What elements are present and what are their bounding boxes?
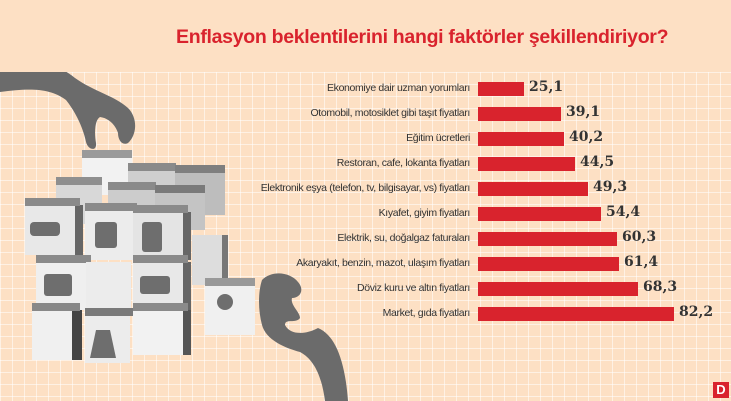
bar-value: 60,3 — [622, 229, 657, 245]
money-bag-dollar-icon — [90, 330, 116, 358]
hands-and-cube-illustration — [0, 58, 348, 401]
fuel-pump-icon — [142, 222, 162, 252]
bar-value: 82,2 — [679, 304, 714, 320]
bar-value: 54,4 — [606, 204, 641, 220]
bar-row: Kıyafet, giyim fiyatları 54,4 — [0, 203, 731, 228]
bar-label: Kıyafet, giyim fiyatları — [378, 207, 471, 219]
clothing-tag-icon — [44, 274, 72, 296]
bar-row: Market, gıda fiyatları 82,2 — [0, 303, 731, 328]
bar-label: Ekonomiye dair uzman yorumları — [327, 82, 470, 94]
bar — [478, 207, 601, 221]
bar-value: 68,3 — [643, 279, 678, 295]
bar-value: 49,3 — [593, 179, 628, 195]
title-band — [0, 0, 731, 72]
brand-logo: D — [713, 382, 729, 398]
bar — [478, 232, 617, 246]
bar-row: Döviz kuru ve altın fiyatları 68,3 — [0, 278, 731, 303]
bar-row: Elektronik eşya (telefon, tv, bilgisayar… — [0, 178, 731, 203]
bar-row: Eğitim ücretleri 40,2 — [0, 128, 731, 153]
bar-label: Restoran, cafe, lokanta fiyatları — [336, 157, 471, 169]
bar — [478, 107, 561, 121]
bar-value: 61,4 — [624, 254, 659, 270]
bar — [478, 182, 588, 196]
bar — [478, 157, 575, 171]
shopping-bag-icon — [95, 222, 117, 248]
bar-label: Elektronik eşya (telefon, tv, bilgisayar… — [260, 182, 471, 194]
bar-row: Otomobil, motosiklet gibi taşıt fiyatlar… — [0, 103, 731, 128]
bar-value: 25,1 — [529, 79, 564, 95]
bar-row: Restoran, cafe, lokanta fiyatları 44,5 — [0, 153, 731, 178]
bar-label: Otomobil, motosiklet gibi taşıt fiyatlar… — [310, 107, 470, 119]
bar-label: Market, gıda fiyatları — [382, 307, 471, 319]
chart-title: Enflasyon beklentilerini hangi faktörler… — [176, 26, 669, 48]
bar — [478, 82, 524, 96]
bar — [478, 132, 564, 146]
bar-label: Eğitim ücretleri — [406, 132, 470, 144]
bar-value: 44,5 — [580, 154, 615, 170]
bar-row: Ekonomiye dair uzman yorumları 25,1 — [0, 78, 731, 103]
bottom-hand-icon — [259, 273, 348, 401]
bar-value: 40,2 — [569, 129, 604, 145]
cube-icons — [30, 222, 233, 358]
speech-bubble-people-icon — [217, 294, 233, 310]
bar-label: Akaryakıt, benzin, mazot, ulaşım fiyatla… — [296, 257, 470, 269]
bar — [478, 282, 638, 296]
car-price-tag-icon — [30, 222, 60, 236]
graduation-cap-icon — [140, 276, 170, 294]
bar — [478, 257, 619, 271]
bar-row: Akaryakıt, benzin, mazot, ulaşım fiyatla… — [0, 253, 731, 278]
bar — [478, 307, 674, 321]
bar-label: Elektrik, su, doğalgaz faturaları — [337, 232, 470, 244]
top-hand-icon — [0, 58, 136, 149]
bar-row: Elektrik, su, doğalgaz faturaları 60,3 — [0, 228, 731, 253]
bar-label: Döviz kuru ve altın fiyatları — [357, 282, 470, 294]
bar-value: 39,1 — [566, 104, 601, 120]
